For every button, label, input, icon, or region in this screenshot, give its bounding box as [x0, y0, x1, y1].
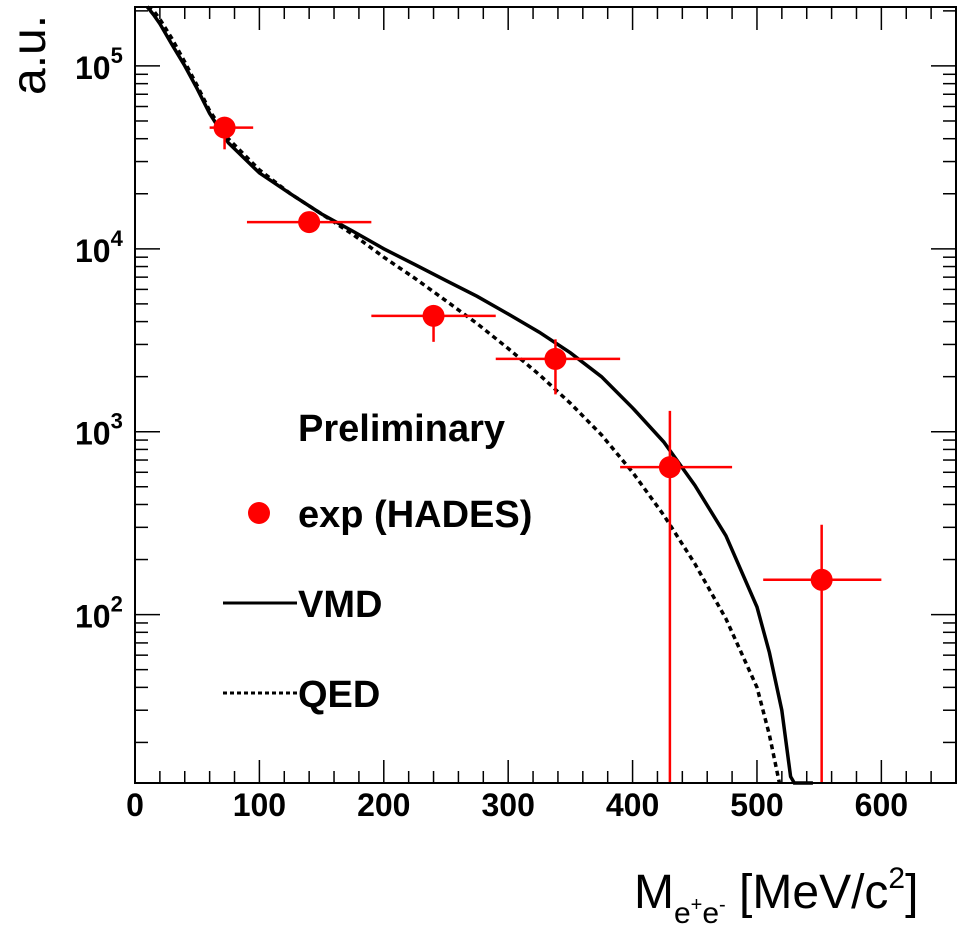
data-point-2 — [298, 211, 321, 234]
data-point-5 — [658, 456, 681, 479]
legend-label-exp: exp (HADES) — [298, 494, 532, 536]
x-axis-title: Me+e- [MeV/c2] — [634, 862, 918, 927]
series-line-qed — [146, 5, 782, 784]
y-axis-title: a.u. — [3, 15, 56, 95]
x-axis-title-sub-2: + — [691, 894, 703, 916]
x-tick-label: 300 — [481, 787, 534, 823]
curves-layer — [146, 5, 813, 785]
x-tick-label: 500 — [730, 787, 783, 823]
plot-frame — [134, 6, 957, 784]
y-tick-label: 102 — [75, 592, 123, 635]
annotation-preliminary: Preliminary — [298, 408, 505, 450]
legend-label-vmd: VMD — [298, 584, 382, 626]
data-point-3 — [422, 304, 445, 327]
x-tick-labels: 0 100 200 300 400 500 600 — [126, 787, 908, 823]
y-tick-label: 104 — [75, 226, 124, 269]
x-tick-label: 200 — [357, 787, 410, 823]
series-line-vmd — [146, 5, 813, 785]
axis-ticks — [134, 7, 956, 783]
x-tick-label: 400 — [606, 787, 659, 823]
data-point-1 — [213, 116, 236, 139]
x-axis-title-main: M — [634, 866, 674, 919]
x-axis-title-unit-end: ] — [905, 866, 918, 919]
data-point-4 — [544, 347, 567, 370]
y-tick-label: 103 — [75, 409, 123, 452]
x-axis-title-sub-3: e — [702, 897, 719, 927]
x-tick-label: 100 — [233, 787, 286, 823]
data-point-6 — [810, 568, 833, 591]
y-tick-labels: 102 103 104 105 — [75, 43, 124, 635]
legend-marker-exp — [248, 502, 270, 524]
x-axis-title-unit: [MeV/c — [726, 866, 889, 919]
x-tick-label: 600 — [855, 787, 908, 823]
legend-label-qed: QED — [298, 674, 380, 716]
data-points-layer — [209, 116, 882, 783]
y-tick-label: 105 — [75, 43, 123, 86]
x-axis-title-unit-sup: 2 — [888, 862, 905, 895]
x-axis-title-sub-1: e — [674, 897, 691, 927]
x-axis-title-sub-4: - — [719, 894, 726, 916]
x-tick-label: 0 — [126, 787, 144, 823]
